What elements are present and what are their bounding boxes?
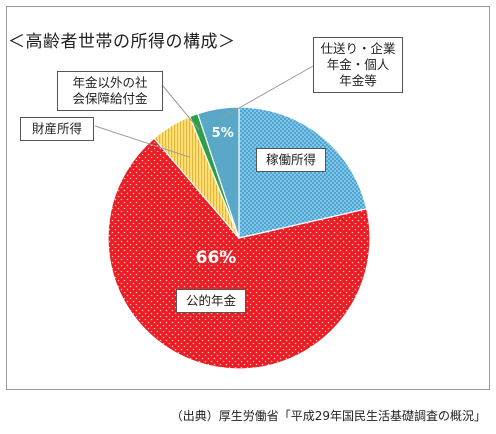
pie-slice-4 — [196, 106, 240, 239]
pct-label-1: 66% — [196, 248, 237, 268]
slice-label-4: 仕送り・企業 年金・個人 年金等 — [313, 37, 403, 93]
leader-line-4 — [219, 65, 314, 120]
slice-label-2: 財産所得 — [20, 117, 94, 141]
leader-line-3 — [162, 85, 200, 131]
slice-label-1: 公的年金 — [176, 289, 246, 313]
pie-slice-1 — [107, 137, 371, 370]
pie-slice-0 — [238, 106, 368, 239]
slice-label-0: 稼働所得 — [256, 148, 326, 172]
source-note: （出典）厚生労働省「平成29年国民生活基礎調査の概況」 — [170, 409, 486, 423]
leader-line-2 — [94, 125, 191, 158]
chart-title: ＜高齢者世帯の所得の構成＞ — [8, 32, 236, 52]
slice-label-3: 年金以外の社 会保障給付金 — [57, 71, 163, 111]
pct-label-4: 5% — [212, 126, 234, 141]
